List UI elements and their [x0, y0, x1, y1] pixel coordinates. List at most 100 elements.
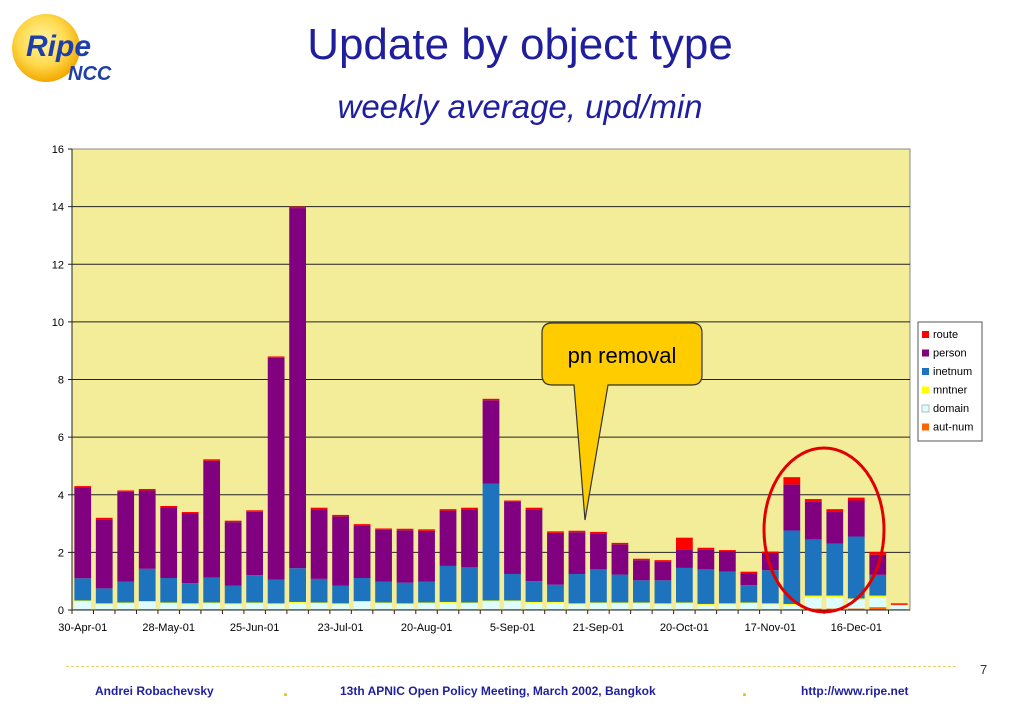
legend-label-route: route	[933, 329, 958, 341]
bar-segment-aut-num	[847, 608, 865, 610]
bar-segment-inetnum	[740, 585, 758, 603]
bar-segment-inetnum	[633, 580, 650, 603]
bar-segment-mntner	[525, 601, 543, 603]
bar-segment-domain	[783, 604, 801, 610]
bar-segment-route	[396, 528, 414, 531]
bar-segment-inetnum	[439, 565, 457, 602]
y-tick-label: 2	[58, 547, 64, 559]
bar-segment-inetnum	[547, 584, 564, 602]
bar-segment-mntner	[289, 601, 306, 603]
x-tick-label: 25-Jun-01	[230, 622, 280, 634]
bar-segment-mntner	[783, 603, 801, 605]
bar-segment-domain	[482, 601, 500, 610]
bar-segment-domain	[439, 602, 457, 610]
bar-segment-person	[95, 519, 113, 589]
bar-segment-inetnum	[826, 543, 844, 596]
bar-segment-domain	[869, 597, 887, 608]
bar-segment-mntner	[718, 603, 736, 605]
bar-segment-mntner	[332, 603, 349, 605]
bar-segment-route	[181, 512, 199, 514]
bar-segment-inetnum	[160, 578, 178, 603]
bar-segment-route	[160, 505, 178, 508]
bar-segment-domain	[633, 603, 650, 610]
bar-segment-mntner	[267, 603, 285, 605]
bar-segment-domain	[654, 604, 672, 610]
bar-segment-inetnum	[332, 585, 349, 604]
legend-label-mntner: mntner	[933, 385, 968, 397]
bar-segment-person	[633, 560, 650, 581]
bar-segment-person	[740, 573, 758, 586]
bar-segment-domain	[74, 601, 92, 610]
bar-segment-person	[568, 532, 586, 574]
bar-segment-inetnum	[847, 536, 865, 599]
bar-segment-domain	[547, 602, 564, 610]
bar-segment-domain	[289, 602, 306, 610]
legend-swatch-inetnum	[922, 368, 929, 375]
y-tick-label: 16	[52, 144, 64, 156]
bar-segment-mntner	[654, 603, 672, 605]
bar-segment-inetnum	[504, 573, 521, 601]
bar-segment-domain	[611, 603, 629, 610]
bar-segment-domain	[246, 603, 264, 610]
bar-segment-person	[203, 460, 221, 578]
callout-text: pn removal	[568, 343, 677, 368]
legend-box	[917, 321, 983, 442]
bar-segment-route	[611, 542, 629, 545]
bar-segment-route	[654, 560, 672, 562]
bar-segment-mntner	[138, 601, 156, 602]
y-tick-label: 8	[58, 375, 64, 387]
bar-segment-mntner	[611, 602, 629, 604]
y-tick-label: 14	[52, 202, 64, 214]
legend-label-person: person	[933, 348, 967, 360]
x-tick-label: 16-Dec-01	[831, 622, 882, 634]
bar-segment-route	[267, 356, 285, 358]
bar-segment-mntner	[246, 602, 264, 604]
bar-segment-route	[547, 531, 564, 533]
bar-segment-route	[804, 499, 822, 502]
bar-segment-inetnum	[246, 575, 264, 603]
bar-segment-inetnum	[396, 582, 414, 604]
bar-segment-domain	[590, 603, 607, 610]
bar-segment-person	[826, 512, 844, 544]
bar-segment-route	[439, 509, 457, 511]
bar-segment-mntner	[568, 603, 586, 605]
bar-segment-domain	[804, 597, 822, 609]
bar-segment-domain	[267, 604, 285, 610]
bar-segment-inetnum	[74, 578, 92, 601]
bar-segment-route	[633, 558, 650, 561]
footer-author: Andrei Robachevsky	[95, 684, 214, 698]
bar-segment-mntner	[482, 600, 500, 602]
bar-segment-person	[482, 400, 500, 484]
bar-segment-domain	[203, 603, 221, 610]
bar-segment-mntner	[95, 603, 113, 605]
bar-segment-route	[847, 497, 865, 501]
bar-segment-inetnum	[289, 568, 306, 602]
y-tick-label: 4	[58, 490, 64, 502]
bar-segment-route	[74, 486, 92, 488]
bar-segment-route	[590, 531, 607, 534]
bar-segment-person	[267, 357, 285, 580]
bar-segment-mntner	[396, 603, 414, 605]
bar-segment-mntner	[590, 602, 607, 604]
bar-segment-mntner	[504, 600, 521, 602]
bar-segment-person	[246, 511, 264, 576]
bar-segment-person	[547, 532, 564, 585]
bar-segment-route	[332, 514, 349, 517]
footer-url[interactable]: http://www.ripe.net	[801, 684, 909, 698]
bar-segment-route	[869, 551, 887, 555]
bar-segment-domain	[396, 604, 414, 610]
bar-segment-person	[718, 551, 736, 572]
bar-segment-inetnum	[568, 573, 586, 604]
bar-segment-person	[289, 208, 306, 569]
callout-bubble	[541, 322, 703, 521]
y-tick-label: 6	[58, 432, 64, 444]
x-tick-label: 20-Aug-01	[401, 622, 452, 634]
bar-segment-person	[461, 509, 478, 568]
bar-segment-domain	[310, 603, 328, 610]
footer-separator-2: .	[742, 680, 748, 700]
bar-segment-person	[117, 491, 135, 582]
bar-segment-domain	[353, 601, 371, 610]
bar-segment-domain	[117, 603, 135, 610]
bar-segment-person	[332, 516, 349, 586]
bar-segment-inetnum	[95, 588, 113, 604]
